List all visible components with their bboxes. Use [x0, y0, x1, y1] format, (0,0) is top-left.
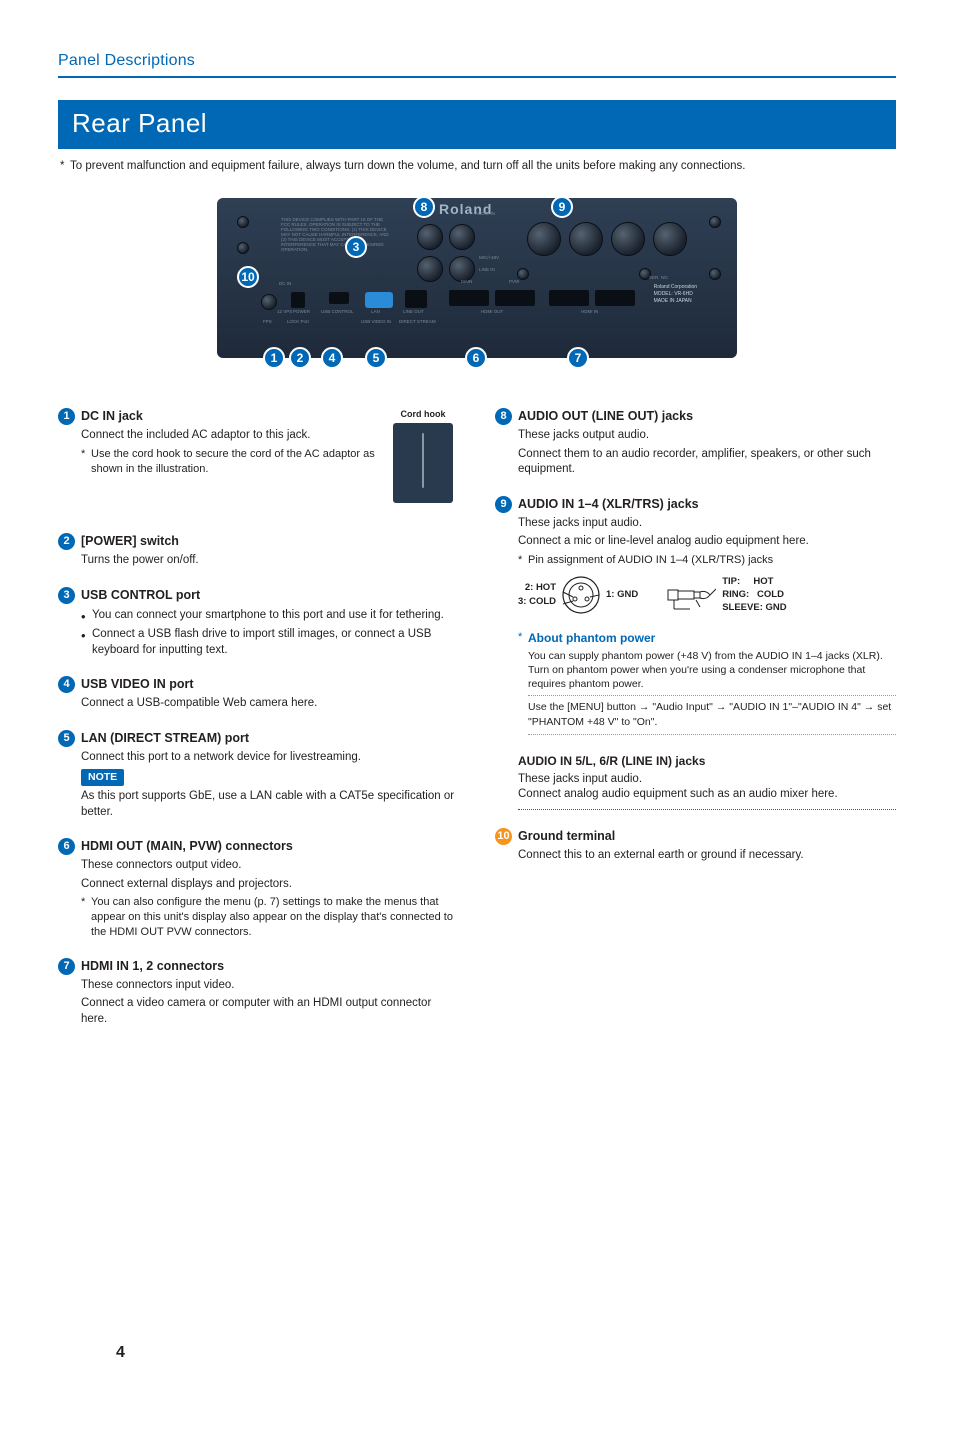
- rear-panel-illustration: Roland THIS DEVICE COMPLIES WITH PART 15…: [217, 198, 737, 358]
- item-usb-control: 3 USB CONTROL port You can connect your …: [58, 587, 459, 659]
- pin-assignment-diagram: 2: HOT 3: COLD: [518, 574, 896, 616]
- page-number: 4: [116, 1342, 125, 1364]
- breadcrumb: Panel Descriptions: [58, 50, 896, 72]
- section-title: Rear Panel: [58, 100, 896, 149]
- item-usb-video-in: 4 USB VIDEO IN port Connect a USB-compat…: [58, 676, 459, 712]
- left-column: Cord hook 1 DC IN jack Connect the inclu…: [58, 408, 459, 1045]
- callout-10-icon: 10: [495, 828, 512, 845]
- item-ground-terminal: 10 Ground terminal Connect this to an ex…: [495, 828, 896, 864]
- callout-2-icon: 2: [58, 533, 75, 550]
- item-audio-out: 8 AUDIO OUT (LINE OUT) jacks These jacks…: [495, 408, 896, 478]
- callout-8-icon: 8: [495, 408, 512, 425]
- callout-5-icon: 5: [58, 730, 75, 747]
- top-disclaimer: *To prevent malfunction and equipment fa…: [58, 159, 896, 175]
- top-rule: [58, 76, 896, 78]
- xlr-icon: [560, 574, 602, 616]
- item-audio-in-xlr: 9 AUDIO IN 1–4 (XLR/TRS) jacks These jac…: [495, 496, 896, 735]
- item-lan-port: 5 LAN (DIRECT STREAM) port Connect this …: [58, 730, 459, 820]
- item-title: DC IN jack: [81, 408, 143, 425]
- callout-1-icon: 1: [58, 408, 75, 425]
- right-column: 8 AUDIO OUT (LINE OUT) jacks These jacks…: [495, 408, 896, 1045]
- item-power-switch: 2 [POWER] switch Turns the power on/off.: [58, 533, 459, 569]
- cord-hook-figure: Cord hook: [387, 408, 459, 503]
- callout-6-icon: 6: [58, 838, 75, 855]
- item-hdmi-in: 7 HDMI IN 1, 2 connectors These connecto…: [58, 958, 459, 1028]
- item-audio-in-line: AUDIO IN 5/L, 6/R (LINE IN) jacks These …: [495, 753, 896, 810]
- note-badge: NOTE: [81, 769, 124, 786]
- trs-icon: [666, 580, 716, 610]
- item-dc-in: Cord hook 1 DC IN jack Connect the inclu…: [58, 408, 459, 503]
- callout-9-icon: 9: [495, 496, 512, 513]
- callout-3-icon: 3: [58, 587, 75, 604]
- callout-4-icon: 4: [58, 676, 75, 693]
- item-hdmi-out: 6 HDMI OUT (MAIN, PVW) connectors These …: [58, 838, 459, 940]
- callout-7-icon: 7: [58, 958, 75, 975]
